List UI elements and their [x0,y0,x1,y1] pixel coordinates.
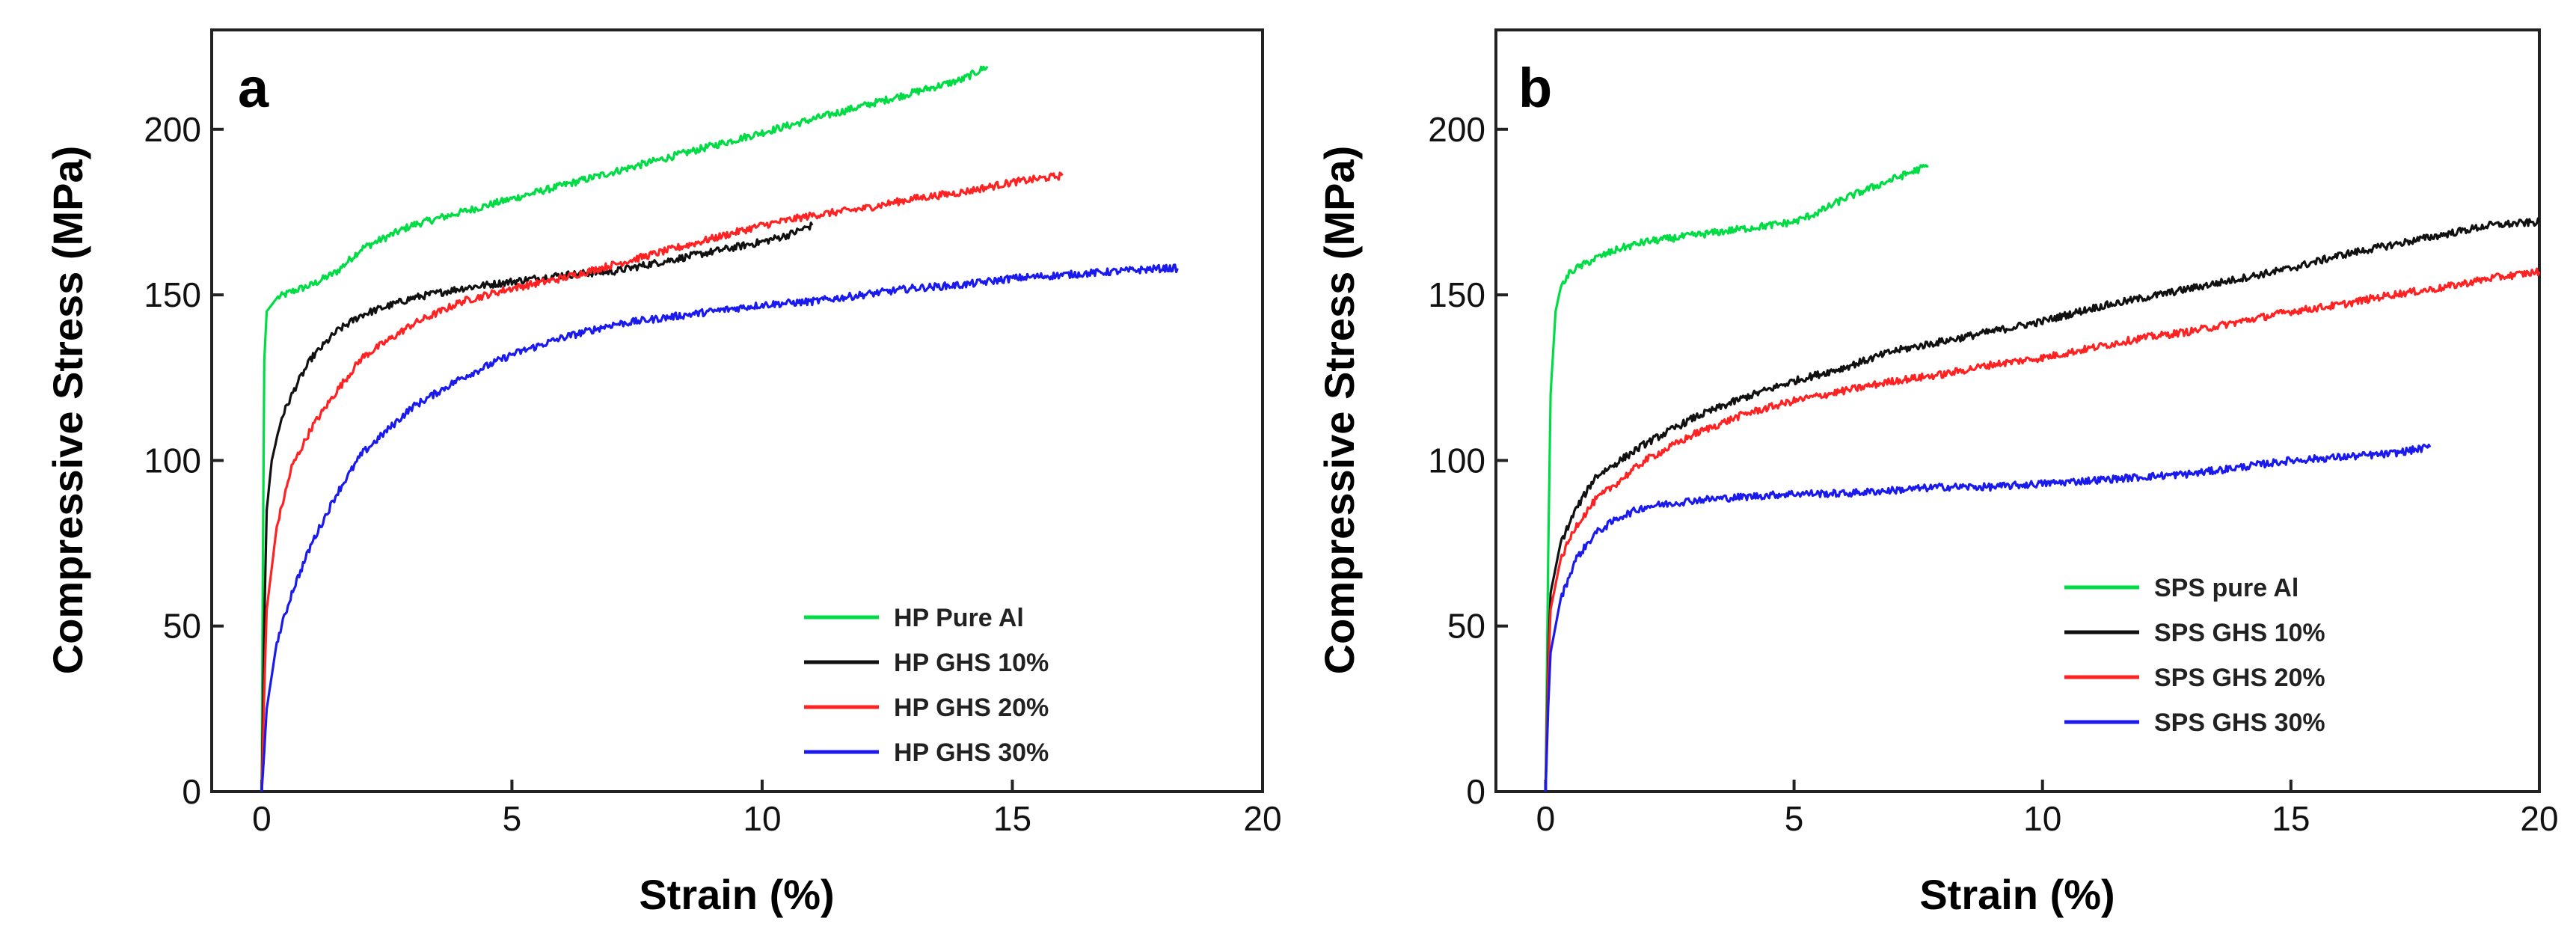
x-tick-label-a-3: 15 [993,799,1031,838]
series-line-b-1 [1544,217,2541,792]
x-tick-label-a-2: 10 [743,799,781,838]
y-tick-label-a-4: 200 [144,110,201,149]
x-tick-label-a-1: 5 [503,799,522,838]
panel-letter-a: a [238,57,269,119]
legend-label-a-3: HP GHS 30% [894,738,1049,767]
y-tick-label-a-1: 50 [163,607,201,646]
plot-frame-a [210,28,1264,793]
y-tick-label-b-2: 100 [1428,441,1485,480]
legend-label-b-2: SPS GHS 20% [2154,664,2325,692]
panel-a: a Compressive Stress (MPa) Strain (%) 0 5… [44,28,1282,918]
series-line-b-0 [1544,164,1929,792]
x-tick-label-b-3: 15 [2272,799,2310,838]
y-ticks-a: 0 50 100 150 200 [144,110,224,811]
x-tick-label-b-4: 20 [2520,799,2558,838]
y-tick-label-a-2: 100 [144,441,201,480]
series-line-b-3 [1544,443,2432,792]
x-tick-label-b-1: 5 [1785,799,1804,838]
x-tick-label-b-0: 0 [1536,799,1556,838]
series-line-a-0 [260,65,989,792]
y-tick-label-a-3: 150 [144,275,201,314]
series-group-b [1544,164,2541,792]
x-tick-label-a-0: 0 [252,799,272,838]
y-tick-label-b-3: 150 [1428,275,1485,314]
x-tick-label-b-2: 10 [2023,799,2061,838]
series-group-a [260,65,1179,792]
x-ticks-b: 0 5 10 15 20 [1536,780,2559,838]
legend-label-b-3: SPS GHS 30% [2154,709,2325,737]
series-line-a-2 [260,171,1064,792]
y-tick-label-b-1: 50 [1447,607,1485,646]
legend-label-b-1: SPS GHS 10% [2154,619,2325,647]
x-ticks-a: 0 5 10 15 20 [252,780,1282,838]
legend-a: HP Pure Al HP GHS 10% HP GHS 20% HP GHS 30% [804,604,1049,767]
legend-label-b-0: SPS pure Al [2154,574,2299,602]
legend-label-a-2: HP GHS 20% [894,694,1049,722]
x-axis-title-a: Strain (%) [639,871,834,918]
legend-label-a-1: HP GHS 10% [894,649,1049,677]
y-axis-title-b: Compressive Stress (MPa) [1316,146,1363,675]
panel-b: b Compressive Stress (MPa) Strain (%) 0 5… [1316,28,2559,918]
legend-label-a-0: HP Pure Al [894,604,1024,632]
legend-b: SPS pure Al SPS GHS 10% SPS GHS 20% SPS GHS… [2064,574,2325,737]
series-line-a-3 [260,263,1179,792]
x-axis-title-b: Strain (%) [1919,871,2115,918]
y-tick-label-b-0: 0 [1466,772,1485,811]
x-tick-label-a-4: 20 [1243,799,1281,838]
panel-letter-b: b [1518,57,1552,119]
y-tick-label-a-0: 0 [182,772,201,811]
y-tick-label-b-4: 200 [1428,110,1485,149]
y-axis-title-a: Compressive Stress (MPa) [44,146,91,675]
y-ticks-b: 0 50 100 150 200 [1428,110,1508,811]
series-line-b-2 [1544,267,2541,792]
plot-frame-b [1494,28,2541,793]
